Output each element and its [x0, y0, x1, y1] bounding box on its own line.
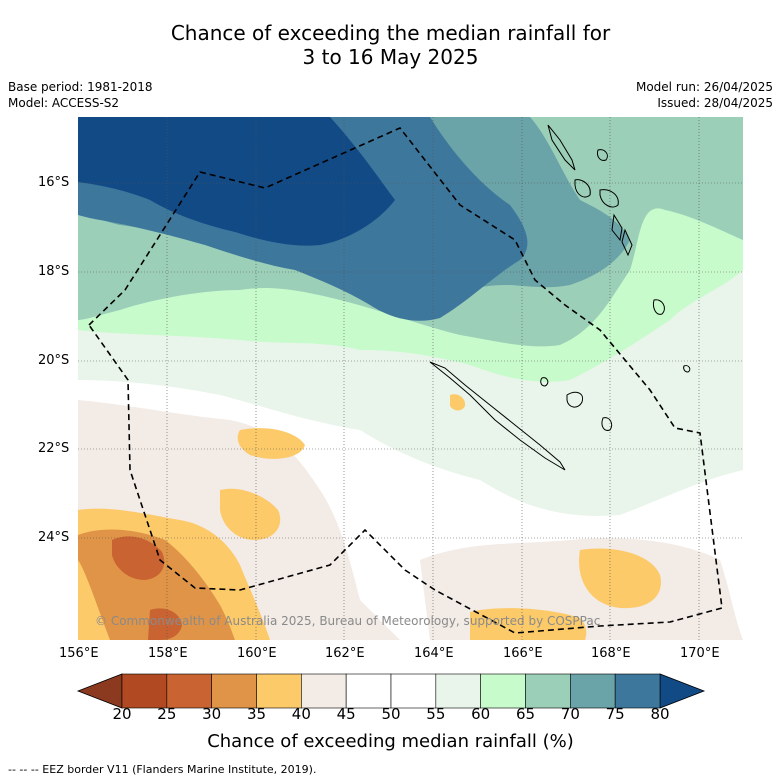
- model-run-text: Model run: 26/04/2025: [635, 80, 773, 94]
- colorbar-swatch: [256, 673, 302, 709]
- lon-label: 162°E: [325, 646, 365, 661]
- loyalty-island-3: [540, 377, 549, 387]
- colorbar-tick-label: 70: [560, 705, 580, 723]
- colorbar: [76, 673, 706, 709]
- lat-label: 18°S: [38, 264, 70, 279]
- field-35-40-patch: [220, 488, 281, 540]
- field-25-30: [112, 536, 165, 580]
- colorbar-swatches: [121, 673, 661, 709]
- vanuatu-island-2: [574, 179, 591, 198]
- field-dark-core: [78, 117, 395, 246]
- field-small-orange: [450, 394, 466, 411]
- colorbar-tick-label: 75: [605, 705, 625, 723]
- colorbar-low-extension: [76, 673, 123, 709]
- colorbar-high-extension: [659, 673, 706, 709]
- lat-label: 24°S: [38, 530, 70, 545]
- model-text: Model: ACCESS-S2: [8, 96, 120, 110]
- colorbar-swatch: [211, 673, 257, 709]
- base-period-text: Base period: 1981-2018: [8, 80, 153, 94]
- southern-island-2: [683, 365, 691, 373]
- colorbar-swatch: [614, 673, 661, 709]
- colorbar-tick-label: 55: [426, 705, 446, 723]
- colorbar-swatch: [480, 673, 526, 709]
- eez-border: [87, 127, 723, 634]
- field-35-40-patch-2: [237, 428, 305, 459]
- lon-label: 166°E: [503, 646, 543, 661]
- lat-label: 22°S: [38, 441, 70, 456]
- map-title-line-1: Chance of exceeding the median rainfall …: [170, 21, 611, 45]
- colorbar-tick-label: 80: [650, 705, 670, 723]
- colorbar-swatch: [390, 673, 437, 709]
- colorbar-tick-label: 30: [202, 705, 222, 723]
- coastlines: [429, 124, 691, 471]
- issued-text: Issued: 28/04/2025: [657, 96, 773, 110]
- probability-field: [78, 117, 743, 640]
- vanuatu-island-4: [611, 213, 623, 242]
- graticule: [78, 117, 743, 640]
- lat-label: 16°S: [38, 175, 70, 190]
- colorbar-swatch: [345, 673, 392, 709]
- colorbar-tick-label: 50: [381, 705, 401, 723]
- new-caledonia-coast: [429, 361, 566, 471]
- colorbar-tick-label: 65: [515, 705, 536, 723]
- loyalty-island-1: [566, 391, 584, 408]
- colorbar-tick-label: 40: [291, 705, 311, 723]
- vanuatu-island-3: [599, 189, 619, 208]
- loyalty-island-2: [601, 417, 613, 431]
- lat-label: 20°S: [38, 353, 70, 368]
- lon-label: 156°E: [59, 646, 99, 661]
- lon-label: 170°E: [680, 646, 720, 661]
- lon-label: 164°E: [414, 646, 454, 661]
- colorbar-tick-label: 20: [112, 705, 132, 723]
- colorbar-swatch: [121, 673, 168, 709]
- eez-footnote: -- -- -- EEZ border V11 (Flanders Marine…: [8, 763, 317, 776]
- colorbar-tick-label: 25: [157, 705, 177, 723]
- colorbar-title: Chance of exceeding median rainfall (%): [207, 731, 574, 752]
- field-35-40-patch-4: [470, 608, 587, 640]
- meta-right: Model run: 26/04/2025 Issued: 28/04/2025: [636, 79, 773, 111]
- lon-label: 158°E: [148, 646, 188, 661]
- field-35-40-patch-3: [579, 548, 661, 609]
- colorbar-swatch: [301, 673, 347, 709]
- colorbar-swatch: [435, 673, 481, 709]
- colorbar-tick-label: 60: [471, 705, 491, 723]
- colorbar-tick-label: 45: [336, 705, 356, 723]
- vanuatu-island-5: [621, 228, 633, 257]
- copyright-text: © Commonwealth of Australia 2025, Bureau…: [95, 614, 601, 628]
- map-title-line-2: 3 to 16 May 2025: [302, 45, 479, 69]
- colorbar-swatch: [570, 673, 616, 709]
- colorbar-swatch: [525, 673, 571, 709]
- field-25-30-b: [148, 608, 182, 640]
- lon-label: 168°E: [591, 646, 631, 661]
- vanuatu-island-6: [597, 149, 608, 161]
- southern-island-1: [653, 299, 665, 315]
- vanuatu-island-1: [547, 124, 576, 171]
- meta-left: Base period: 1981-2018 Model: ACCESS-S2: [8, 79, 153, 111]
- lon-label: 160°E: [237, 646, 277, 661]
- colorbar-swatch: [166, 673, 212, 709]
- colorbar-tick-label: 35: [246, 705, 267, 723]
